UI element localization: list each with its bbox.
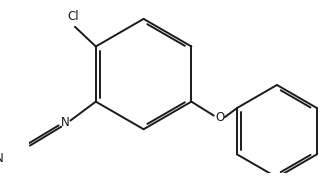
Text: N: N (61, 116, 69, 129)
Text: N: N (0, 152, 3, 165)
Text: O: O (216, 111, 225, 124)
Text: Cl: Cl (68, 10, 79, 23)
